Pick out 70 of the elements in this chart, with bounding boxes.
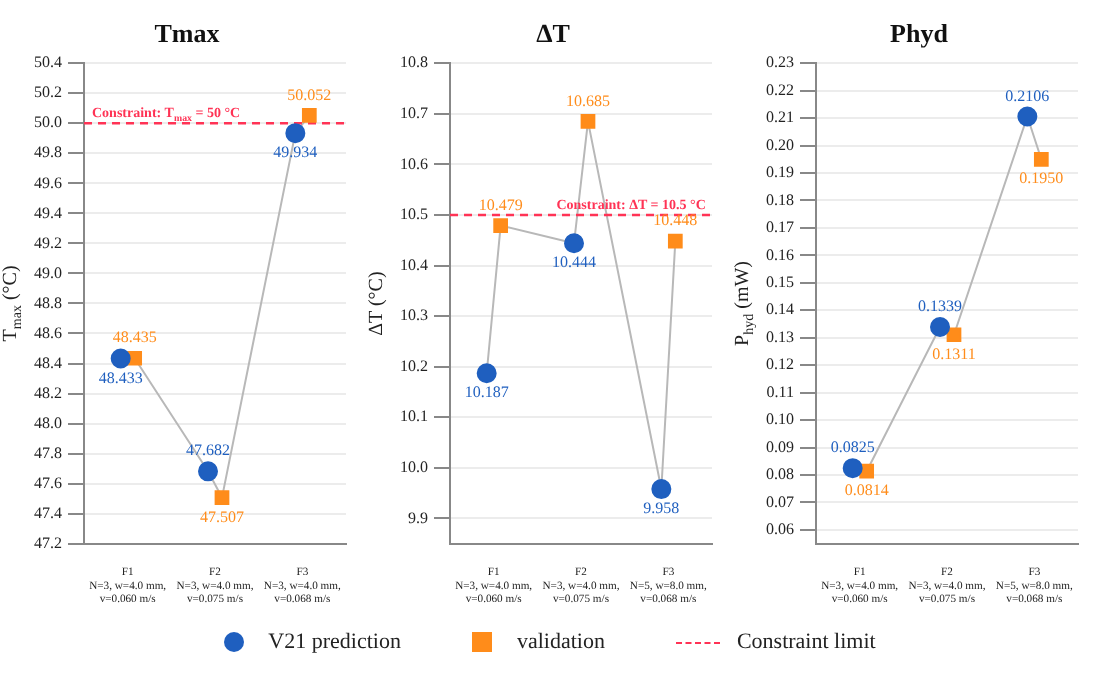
y-tick-label: 47.2 (34, 533, 62, 552)
y-tick-label: 48.4 (34, 353, 62, 372)
y-tick-label: 0.08 (766, 465, 794, 484)
y-tick-label: 48.2 (34, 383, 62, 402)
y-tick-label: 0.15 (766, 273, 794, 292)
y-tick-label: 47.8 (34, 443, 62, 462)
data-label: 10.444 (552, 253, 597, 272)
data-label: 0.2106 (1005, 86, 1050, 105)
data-label: 10.187 (464, 383, 509, 402)
data-label: 50.052 (287, 85, 332, 104)
y-tick-label: 0.06 (766, 520, 794, 539)
y-tick-label: 9.9 (408, 508, 428, 527)
y-tick-label: 10.7 (400, 103, 428, 122)
text: Constraint limit (736, 630, 876, 654)
chart-title: Tmax (154, 18, 221, 49)
y-tick-label: 10.6 (400, 154, 428, 173)
legend-label: validation (516, 630, 605, 654)
data-label: 0.1311 (932, 344, 976, 363)
y-tick-label: 10.1 (400, 407, 428, 426)
y-tick-label: 10.3 (400, 306, 428, 325)
data-label: 49.934 (273, 143, 318, 162)
y-tick-label: 48.0 (34, 413, 62, 432)
data-label: 0.0814 (844, 481, 889, 500)
data-label: 10.685 (565, 91, 610, 110)
y-tick-label: 50.0 (34, 113, 62, 132)
data-label: 10.479 (478, 195, 523, 214)
y-tick-label: 48.6 (34, 323, 62, 342)
y-tick-label: 50.2 (34, 83, 62, 102)
y-tick-label: 0.17 (766, 218, 794, 237)
y-tick-label: 0.21 (766, 108, 794, 127)
data-label: 0.1339 (918, 297, 963, 316)
data-label: 10.448 (653, 211, 698, 230)
data-label: 0.1950 (1019, 169, 1064, 188)
y-tick-label: 48.8 (34, 293, 62, 312)
y-tick-label: 0.18 (766, 190, 794, 209)
y-tick-label: 0.23 (766, 53, 794, 72)
y-tick-label: 0.09 (766, 437, 794, 456)
legend-label: V21 prediction (268, 630, 401, 654)
y-tick-label: 0.11 (766, 382, 794, 401)
y-tick-label: 49.0 (34, 263, 62, 282)
y-tick-label: 49.6 (34, 173, 62, 192)
data-label: 47.507 (199, 507, 244, 526)
y-tick-label: 0.12 (766, 355, 794, 374)
y-axis-title: ΔT (°C) (366, 271, 388, 336)
y-tick-label: 10.5 (400, 205, 428, 224)
y-tick-label: 47.6 (34, 473, 62, 492)
chart-title: ΔT (536, 18, 571, 49)
y-tick-label: 10.4 (400, 255, 428, 274)
y-tick-label: 49.8 (34, 143, 62, 162)
y-tick-label: 49.2 (34, 233, 62, 252)
y-tick-label: 0.16 (766, 245, 794, 264)
y-tick-label: 49.4 (34, 203, 62, 222)
y-tick-label: 0.19 (766, 163, 794, 182)
y-tick-label: 10.8 (400, 53, 428, 72)
y-tick-label: 10.2 (400, 356, 428, 375)
data-label: 0.0825 (830, 438, 875, 457)
y-tick-label: 0.20 (766, 135, 794, 154)
y-tick-label: 47.4 (34, 503, 62, 522)
y-tick-label: 0.10 (766, 410, 794, 429)
data-label: 48.435 (112, 328, 157, 347)
chart-title: Phyd (890, 18, 950, 49)
y-tick-label: 0.07 (766, 492, 794, 511)
data-label: 9.958 (643, 499, 680, 518)
y-tick-label: 0.14 (766, 300, 794, 319)
y-tick-label: 10.0 (400, 458, 428, 476)
y-tick-label: 0.22 (766, 80, 794, 99)
y-tick-label: 50.4 (34, 53, 62, 72)
y-tick-label: 0.13 (766, 327, 794, 346)
data-label: 48.433 (98, 368, 143, 387)
data-label: 47.682 (186, 441, 231, 460)
